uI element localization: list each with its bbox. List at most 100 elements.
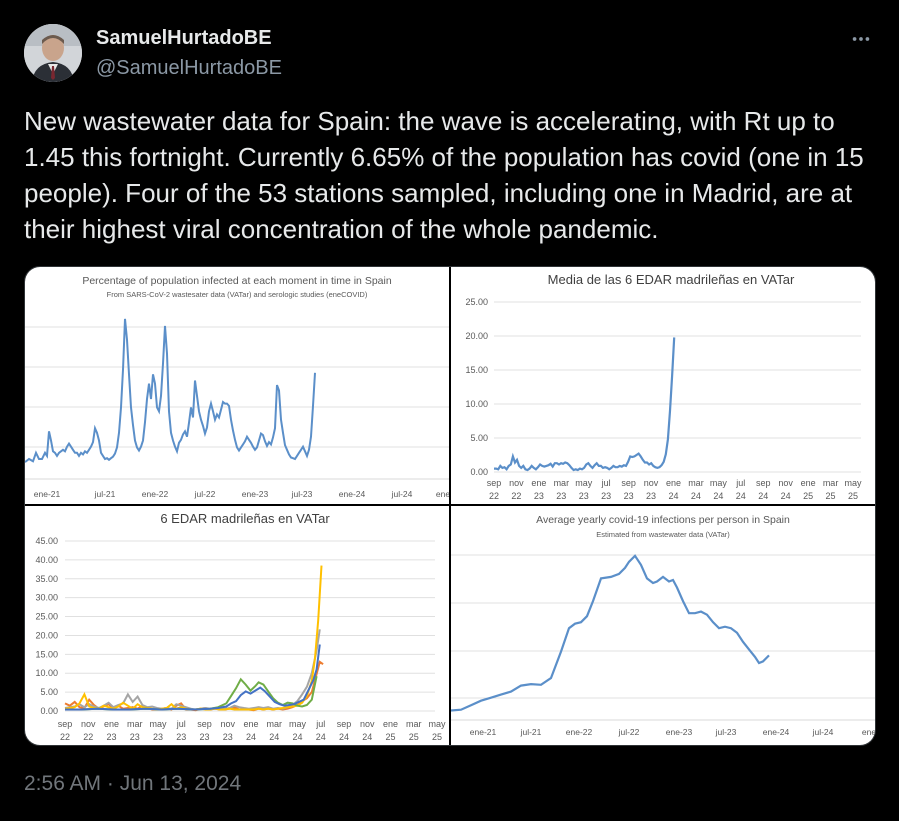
x-tick-label: 23 [106,732,116,742]
tweet-timestamp[interactable]: 2:56 AM · Jun 13, 2024 [24,772,242,795]
x-tick-label: ene [104,719,119,729]
x-tick-label: 23 [223,732,233,742]
x-tick-label: ene [243,719,258,729]
chart-subtitle: Estimated from wastewater data (VATar) [596,530,730,539]
x-tick-label: may [149,719,167,729]
y-tick-label: 20.00 [465,331,488,341]
x-tick-label: nov [778,478,793,488]
tick-label: ene-21 [470,727,497,737]
chart-panel-media-edar[interactable]: Media de las 6 EDAR madrileñas en VATar 0… [451,267,875,504]
y-tick-label: 5.00 [40,687,58,697]
tick-label: ene-22 [142,489,169,499]
x-tick-label: 24 [292,732,302,742]
series-line [451,554,770,712]
x-tick-label: 25 [803,491,813,501]
x-tick-label: 24 [316,732,326,742]
tick-label: jul-22 [194,489,216,499]
x-tick-label: sep [487,478,502,488]
x-tick-label: 23 [534,491,544,501]
x-tick-label: mar [267,719,283,729]
tick-label: jul-21 [94,489,116,499]
x-tick-label: 22 [83,732,93,742]
chart-title: Average yearly covid-19 infections per p… [536,514,790,526]
x-tick-label: mar [406,719,422,729]
author-display-name[interactable]: SamuelHurtadoBE [96,27,272,49]
chart-panel-yearly-infections[interactable]: Average yearly covid-19 infections per p… [451,506,875,745]
tick-label: ene [862,727,875,737]
avatar-image [24,24,82,82]
y-tick-label: 40.00 [35,555,58,565]
y-tick-label: 25.00 [465,297,488,307]
series-line [494,337,676,472]
x-tick-label: nov [644,478,659,488]
tick-label: ene-22 [566,727,593,737]
avatar[interactable] [24,24,82,82]
x-tick-label: jul [176,719,186,729]
x-tick-label: jul [315,719,325,729]
y-tick-label: 15.00 [35,649,58,659]
chart-yearly-infections: Average yearly covid-19 infections per p… [451,514,875,737]
y-tick-label: 10.00 [35,668,58,678]
x-tick-label: may [289,719,307,729]
x-tick-label: 23 [176,732,186,742]
x-tick-label: jul [601,478,611,488]
x-tick-label: ene [531,478,546,488]
chart-title: 6 EDAR madrileñas en VATar [160,511,330,526]
series-line [25,318,316,463]
tick-label: ene-23 [242,489,269,499]
x-tick-label: nov [360,719,375,729]
author-handle[interactable]: @SamuelHurtadoBE [96,57,282,79]
x-tick-label: 25 [385,732,395,742]
x-tick-label: 24 [713,491,723,501]
x-tick-label: 24 [362,732,372,742]
chart-panel-six-edar[interactable]: 6 EDAR madrileñas en VATar 0.00 5.00 10.00 1… [25,506,449,745]
x-tick-label: ene [801,478,816,488]
tick-label: jul-21 [520,727,542,737]
series-line-1 [64,629,321,711]
x-tick-label: 23 [130,732,140,742]
tick-label: ene [436,489,449,499]
x-tick-label: may [710,478,728,488]
x-tick-label: may [844,478,862,488]
y-tick-label: 0.00 [40,706,58,716]
tick-label: ene-24 [339,489,366,499]
x-tick-label: 25 [409,732,419,742]
chart-population-infected: Percentage of population infected at eac… [25,275,449,499]
x-tick-label: 24 [668,491,678,501]
x-tick-label: mar [688,478,704,488]
y-tick-label: 35.00 [35,574,58,584]
chart-panel-population-infected[interactable]: Percentage of population infected at eac… [25,267,449,504]
x-tick-label: 24 [246,732,256,742]
y-tick-label: 30.00 [35,593,58,603]
tick-label: ene-23 [666,727,693,737]
x-tick-label: 25 [848,491,858,501]
chart-title: Media de las 6 EDAR madrileñas en VATar [548,272,795,287]
media-grid[interactable]: Percentage of population infected at eac… [24,266,876,746]
series-line-0 [64,660,324,712]
x-tick-label: 24 [691,491,701,501]
more-options-button[interactable] [846,24,876,54]
x-tick-label: sep [58,719,73,729]
x-tick-label: mar [823,478,839,488]
more-horizontal-icon [852,37,870,41]
x-tick-label: jul [735,478,745,488]
x-tick-label: 25 [432,732,442,742]
tick-label: jul-23 [715,727,737,737]
x-tick-label: 22 [511,491,521,501]
tick-label: ene-21 [34,489,61,499]
x-tick-label: 23 [624,491,634,501]
x-tick-label: 24 [781,491,791,501]
x-tick-label: 24 [758,491,768,501]
tick-label: jul-24 [391,489,413,499]
x-tick-label: 22 [489,491,499,501]
y-tick-label: 0.00 [470,467,488,477]
tick-label: jul-24 [812,727,834,737]
y-tick-label: 5.00 [470,433,488,443]
tick-label: jul-23 [291,489,313,499]
x-tick-label: 23 [601,491,611,501]
chart-six-edar: 6 EDAR madrileñas en VATar 0.00 5.00 10.00 1… [35,511,446,742]
x-tick-label: 23 [646,491,656,501]
x-tick-label: nov [220,719,235,729]
x-tick-label: 24 [269,732,279,742]
x-tick-label: 23 [579,491,589,501]
